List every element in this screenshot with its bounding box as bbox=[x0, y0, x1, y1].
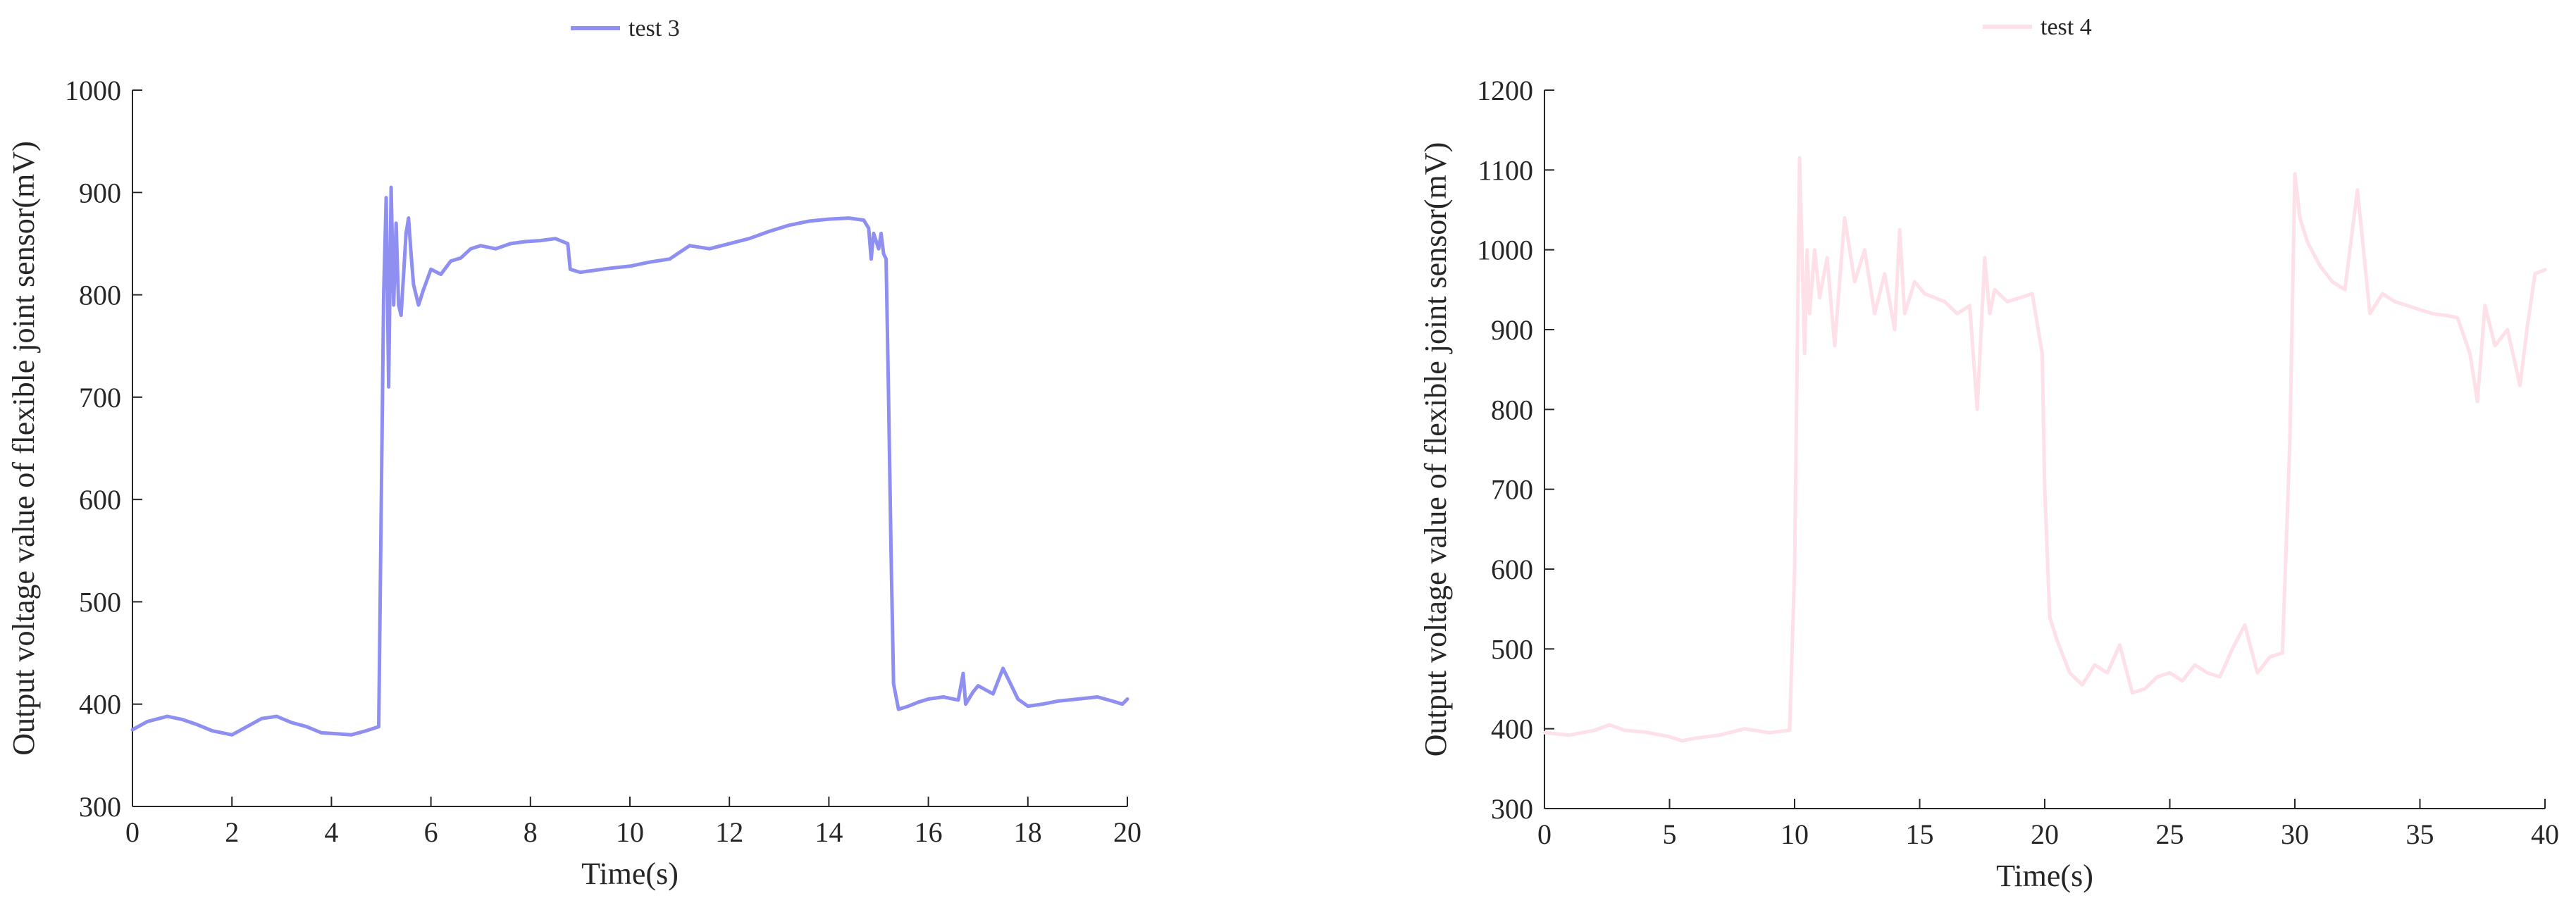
x-tick-label: 35 bbox=[2406, 818, 2434, 850]
y-axis-label: Output voltage value of flexible joint s… bbox=[6, 141, 41, 755]
chart-2: 300 400 500 600 700 800 900 1000 1100 1200 0 5 10 15 2… bbox=[1418, 14, 2559, 893]
y-tick-label: 600 bbox=[79, 484, 121, 516]
y-tick-label: 800 bbox=[79, 280, 121, 311]
y-tick-label: 900 bbox=[1491, 314, 1533, 346]
chart-1: 300 400 500 600 700 800 900 1000 0 2 4 6 8 10 12 14 16 18… bbox=[6, 15, 1141, 891]
y-tick-label: 500 bbox=[79, 586, 121, 618]
x-tick-label: 4 bbox=[324, 816, 338, 848]
x-tick-label: 10 bbox=[1781, 818, 1809, 850]
x-tick-label: 8 bbox=[524, 816, 538, 848]
y-tick-label: 900 bbox=[79, 177, 121, 208]
x-tick-label: 20 bbox=[1113, 816, 1141, 848]
y-tick-label: 700 bbox=[1491, 474, 1533, 506]
x-tick-label: 12 bbox=[715, 816, 743, 848]
y-tick-label: 400 bbox=[79, 689, 121, 721]
legend: test 4 bbox=[1983, 14, 2092, 40]
y-tick-label: 1000 bbox=[65, 75, 121, 106]
x-tick-label: 30 bbox=[2281, 818, 2309, 850]
y-tick-label: 800 bbox=[1491, 394, 1533, 425]
x-tick-label: 18 bbox=[1014, 816, 1042, 848]
x-tick-label: 20 bbox=[2031, 818, 2059, 850]
y-tick-label: 1200 bbox=[1477, 75, 1533, 106]
y-tick-label: 300 bbox=[79, 791, 121, 823]
x-tick-label: 15 bbox=[1906, 818, 1934, 850]
x-axis-label: Time(s) bbox=[581, 856, 679, 891]
y-tick-label: 300 bbox=[1491, 793, 1533, 825]
x-tick-label: 16 bbox=[915, 816, 943, 848]
x-tick-label: 0 bbox=[125, 816, 140, 848]
x-tick-label: 10 bbox=[616, 816, 644, 848]
x-tick-label: 2 bbox=[225, 816, 239, 848]
series-line bbox=[130, 185, 1129, 737]
x-tick-label: 40 bbox=[2531, 818, 2559, 850]
y-tick-label: 400 bbox=[1491, 713, 1533, 745]
y-tick-label: 1100 bbox=[1478, 154, 1533, 186]
x-tick-label: 14 bbox=[815, 816, 843, 848]
legend: test 3 bbox=[571, 15, 680, 42]
y-tick-label: 600 bbox=[1491, 554, 1533, 585]
y-tick-label: 500 bbox=[1491, 633, 1533, 665]
x-axis-label: Time(s) bbox=[1996, 859, 2093, 893]
x-tick-label: 5 bbox=[1663, 818, 1677, 850]
x-tick-label: 0 bbox=[1537, 818, 1552, 850]
legend-label: test 4 bbox=[2041, 14, 2092, 40]
series-line bbox=[1542, 156, 2547, 743]
y-tick-label: 700 bbox=[79, 382, 121, 413]
legend-label: test 3 bbox=[628, 15, 680, 42]
y-axis-label: Output voltage value of flexible joint s… bbox=[1418, 142, 1453, 756]
x-tick-label: 6 bbox=[424, 816, 438, 848]
x-tick-label: 25 bbox=[2156, 818, 2184, 850]
y-tick-label: 1000 bbox=[1477, 235, 1533, 266]
